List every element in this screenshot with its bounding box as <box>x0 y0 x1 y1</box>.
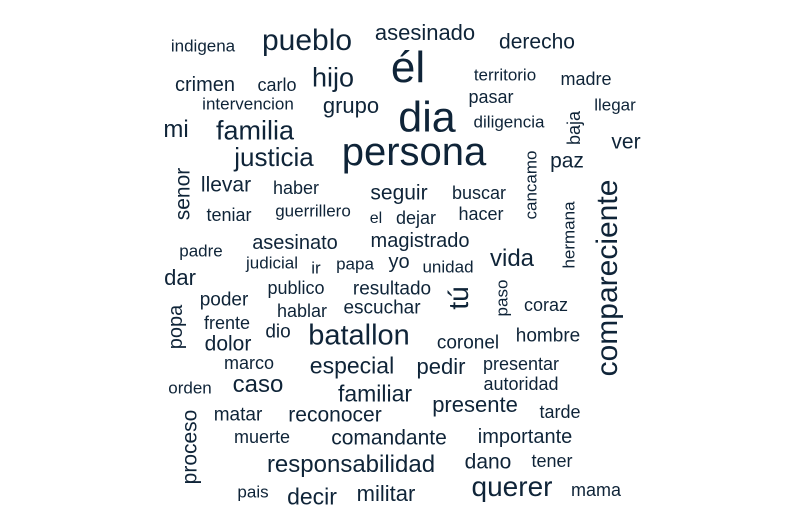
word-ir: ir <box>311 258 321 278</box>
word-intervencion: intervencion <box>202 94 294 114</box>
word-dar: dar <box>164 265 196 290</box>
word-pasar: pasar <box>468 87 514 107</box>
word-paz: paz <box>550 149 584 173</box>
word-frente: frente <box>203 313 251 333</box>
word-pedir: pedir <box>416 354 466 379</box>
word-territorio: territorio <box>473 65 537 85</box>
word-coronel: coronel <box>436 332 500 354</box>
word-teniar: teniar <box>206 205 252 225</box>
word-reconocer: reconocer <box>288 403 382 427</box>
word-tener: tener <box>531 451 573 471</box>
word-mama: mama <box>570 480 622 500</box>
word-carlo: carlo <box>257 75 297 95</box>
word-especial: especial <box>309 352 395 379</box>
word-presentar: presentar <box>482 354 560 374</box>
word-llegar: llegar <box>594 95 636 115</box>
word-autoridad: autoridad <box>483 374 559 394</box>
word-crimen: crimen <box>174 74 236 96</box>
word-querer: querer <box>471 471 553 502</box>
word-derecho: derecho <box>499 30 575 54</box>
word-resultado: resultado <box>352 278 432 300</box>
word-vida: vida <box>489 245 535 272</box>
word-orden: orden <box>168 378 212 398</box>
word-yo: yo <box>388 251 410 273</box>
word-coraz: coraz <box>523 295 569 315</box>
word-seguir: seguir <box>370 181 428 205</box>
word-haber: haber <box>272 178 320 198</box>
word-matar: matar <box>213 404 263 426</box>
word-escuchar: escuchar <box>343 297 421 319</box>
word-hermana: hermana <box>559 201 579 269</box>
word-hablar: hablar <box>276 301 328 321</box>
word-hijo: hijo <box>311 62 355 93</box>
word-judicial: judicial <box>246 253 298 273</box>
word-diligencia: diligencia <box>473 112 545 132</box>
word-dolor: dolor <box>204 332 252 356</box>
word-dio: dio <box>265 321 291 343</box>
word-muerte: muerte <box>233 427 291 447</box>
word-pais: pais <box>237 482 269 502</box>
word-senor: senor <box>171 167 195 221</box>
word-decir: decir <box>287 483 337 510</box>
word-papa: papa <box>336 254 374 274</box>
word-militar: militar <box>356 481 416 506</box>
word-importante: importante <box>477 426 573 448</box>
word-pueblo: pueblo <box>261 24 353 57</box>
word-popa: popa <box>165 304 187 350</box>
word-magistrado: magistrado <box>370 230 470 252</box>
word-hacer: hacer <box>458 204 504 224</box>
word-familiar: familiar <box>337 380 413 407</box>
word-baja: baja <box>564 110 584 146</box>
word-asesinado: asesinado <box>374 20 476 45</box>
word-grupo: grupo <box>322 93 380 118</box>
word-responsabilidad: responsabilidad <box>266 451 436 478</box>
word-publico: publico <box>267 278 325 298</box>
word-tu: tú <box>443 286 474 310</box>
word-dano: dano <box>464 450 512 474</box>
word-buscar: buscar <box>451 183 507 203</box>
word-paso: paso <box>492 279 512 317</box>
word-dia: dia <box>398 93 456 142</box>
word-el: el <box>369 210 383 227</box>
word-presente: presente <box>432 392 518 417</box>
word-indigena: indigena <box>170 36 236 56</box>
word-padre: padre <box>179 241 223 261</box>
word-mi: mi <box>163 116 189 143</box>
word-batallon: batallon <box>308 319 410 352</box>
word-compareciente: compareciente <box>591 179 624 377</box>
word-justicia: justicia <box>234 142 314 172</box>
word-dejar: dejar <box>395 208 437 228</box>
word-caso: caso <box>232 371 284 398</box>
word-familia: familia <box>215 115 295 146</box>
word-hombre: hombre <box>515 325 581 347</box>
word-proceso: proceso <box>178 409 202 485</box>
word-guerrillero: guerrillero <box>275 201 351 221</box>
word-unidad: unidad <box>422 257 474 277</box>
word-persona: persona <box>341 130 487 174</box>
word-cancamo: cancamo <box>521 150 541 220</box>
word-poder: poder <box>199 289 249 311</box>
word-llevar: llevar <box>200 173 252 197</box>
word-el-accent: él <box>390 43 426 92</box>
word-asesinato: asesinato <box>252 232 338 254</box>
word-madre: madre <box>560 69 612 89</box>
word-ver: ver <box>611 130 641 154</box>
word-marco: marco <box>223 353 275 373</box>
word-tarde: tarde <box>539 402 581 422</box>
word-comandante: comandante <box>331 426 447 450</box>
